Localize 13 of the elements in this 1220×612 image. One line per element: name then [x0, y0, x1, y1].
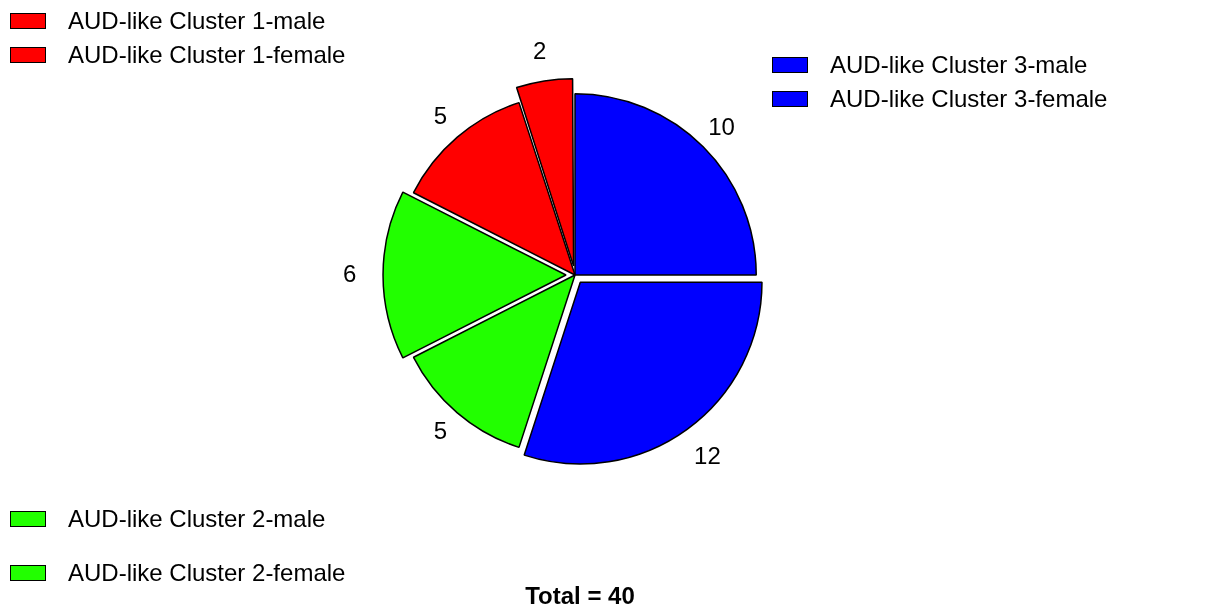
data-label: 5 [433, 417, 448, 445]
legend-label: AUD-like Cluster 1-male [68, 7, 326, 35]
legend-label: AUD-like Cluster 2-female [68, 559, 346, 586]
data-label: 6 [343, 259, 357, 287]
legend-label: AUD-like Cluster 2-male [68, 505, 326, 532]
data-label: 2 [533, 37, 547, 65]
legend-label: AUD-like Cluster 3-male [830, 51, 1088, 79]
legend-label: AUD-like Cluster 3-female [830, 85, 1108, 113]
data-label: 10 [708, 113, 735, 141]
legend-label: AUD-like Cluster 1-female [68, 41, 346, 69]
data-label: 5 [433, 102, 448, 130]
data-label: 12 [694, 441, 721, 469]
text: Total = 40 [524, 582, 636, 610]
